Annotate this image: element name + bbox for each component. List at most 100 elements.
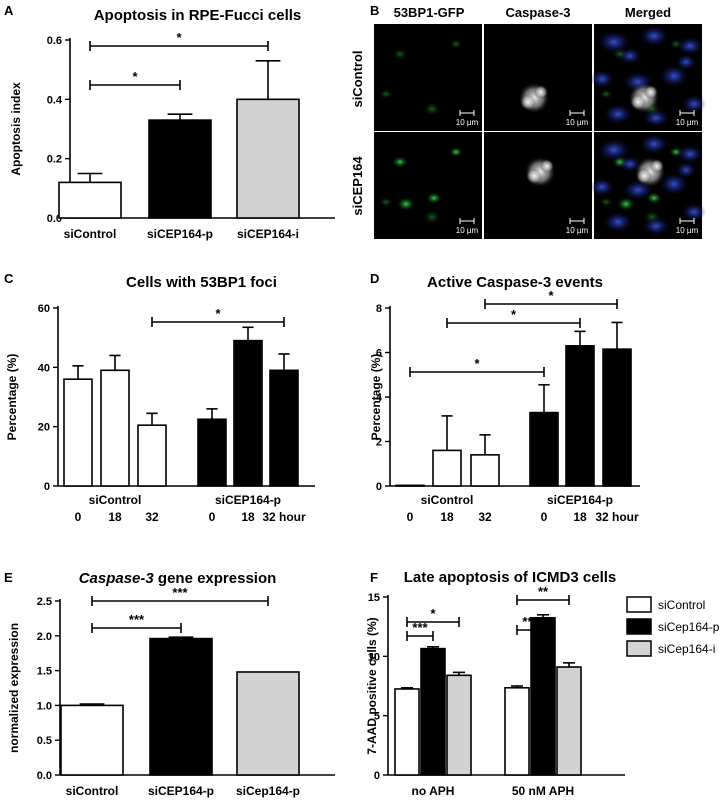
x-tick-label: 32 hour: [595, 510, 639, 524]
nucleus-green: [449, 147, 463, 157]
bar: [446, 674, 472, 776]
nucleus-green: [599, 197, 613, 207]
x-tick-label: 32: [478, 510, 492, 524]
significance-label: *: [176, 30, 182, 45]
bar: [394, 688, 420, 776]
x-tick-label: 0: [75, 510, 82, 524]
y-axis-label: Apoptosis index: [9, 82, 23, 176]
nucleus-blue: [619, 48, 641, 64]
nucleus-blue: [643, 109, 669, 127]
caspase-cluster: [526, 168, 542, 184]
chart-c: Cells with 53BP1 foci 0 20 40 60 Percentage (…: [5, 274, 315, 524]
scale-bar-label: 10 µm: [456, 118, 479, 127]
x-tick-label: 0: [541, 510, 548, 524]
chart-title-rest: gene expression: [154, 570, 277, 587]
legend-label: siControl: [658, 598, 705, 612]
y-axis-label: Percentage (%): [5, 354, 19, 441]
bar: [530, 616, 556, 776]
y-tick-label: 4: [376, 392, 383, 404]
significance-label: *: [430, 606, 436, 621]
significance-label: *: [511, 307, 517, 322]
significance-label: **: [538, 584, 549, 599]
bar: [565, 345, 595, 487]
bar: [63, 378, 93, 487]
nucleus-green: [423, 210, 441, 224]
bar: [149, 637, 213, 776]
nucleus-green: [423, 102, 441, 116]
y-axis-label: normalized expression: [7, 623, 21, 753]
nucleus-blue: [604, 104, 632, 124]
x-tick-label: 0: [407, 510, 414, 524]
nucleus-blue: [676, 54, 696, 70]
y-axis-label: 7-AAD positive cells (%): [365, 617, 379, 754]
bar: [395, 484, 425, 487]
nucleus-green: [392, 156, 408, 168]
group-label: 50 nM APH: [512, 784, 574, 798]
bar: [233, 339, 263, 487]
nucleus-green: [449, 39, 463, 49]
nucleus-blue: [660, 173, 688, 195]
x-tick-label: siCEP164-p: [148, 784, 214, 798]
nucleus-blue: [682, 203, 706, 221]
y-tick-label: 20: [38, 422, 50, 434]
significance-label: ***: [412, 620, 428, 635]
nucleus-green: [426, 192, 442, 204]
significance-label: *: [548, 288, 554, 303]
bar: [269, 369, 299, 487]
bar: [470, 454, 500, 487]
group-label: no APH: [412, 784, 455, 798]
x-tick-label: 18: [241, 510, 255, 524]
scale-bar-label: 10 µm: [676, 226, 699, 235]
x-tick-label: 32: [145, 510, 159, 524]
nucleus-green: [397, 197, 415, 211]
significance-label: ***: [522, 614, 538, 629]
panel-label-a: A: [4, 3, 14, 18]
significance-label: ***: [172, 585, 188, 600]
micro-col-title-caspase: Caspase-3: [505, 5, 570, 20]
microscopy-panel: 53BP1-GFP Caspase-3 Merged siControl siC…: [350, 5, 706, 239]
micro-row-label-sicep164: siCEP164: [350, 156, 365, 216]
y-tick-label: 0.5: [37, 735, 52, 747]
y-tick-label: 0: [44, 481, 50, 493]
chart-d: Active Caspase-3 events 0 2 4 6 8 Percentage (…: [369, 274, 640, 524]
x-tick-label: siControl: [64, 227, 117, 241]
bar: [100, 369, 130, 487]
nucleus-blue: [640, 134, 668, 154]
panel-label-b: B: [370, 3, 379, 18]
y-tick-label: 0.2: [47, 154, 62, 166]
significance-label: *: [474, 356, 480, 371]
y-tick-label: 0: [376, 481, 382, 493]
nucleus-blue: [598, 139, 630, 161]
y-tick-label: 6: [376, 348, 382, 360]
micro-col-title-merged: Merged: [625, 5, 671, 20]
chart-a: Apoptosis in RPE-Fucci cells 0.0 0.2 0.4 0.6…: [9, 7, 335, 241]
y-tick-label: 0.6: [47, 35, 62, 47]
x-tick-label: siCEP164-i: [237, 227, 299, 241]
bar: [148, 119, 212, 219]
y-tick-label: 15: [368, 592, 380, 604]
nucleus-green: [392, 48, 408, 60]
nucleus-blue: [643, 217, 669, 235]
legend-swatch: [626, 596, 652, 613]
group-label: siCEP164-p: [547, 493, 613, 507]
caspase-cluster: [520, 94, 536, 110]
chart-e: Caspase-3 gene expression 0.0 0.5 1.0 1.5 2.0…: [7, 570, 335, 798]
bar: [602, 348, 632, 487]
legend-label: siCep164-p: [658, 620, 720, 634]
chart-title: Apoptosis in RPE-Fucci cells: [94, 7, 302, 24]
panel-label-d: D: [370, 271, 379, 286]
y-tick-label: 1.5: [37, 666, 52, 678]
x-tick-label: 18: [573, 510, 587, 524]
nucleus-blue: [598, 31, 630, 53]
nucleus-green: [379, 197, 393, 207]
group-label: siCEP164-p: [215, 493, 281, 507]
bar: [420, 647, 446, 776]
bar: [556, 666, 582, 776]
y-tick-label: 0.4: [47, 94, 63, 106]
x-tick-label: 18: [108, 510, 122, 524]
x-tick-label: siCep164-p: [236, 784, 300, 798]
caspase-cluster: [644, 85, 658, 99]
y-tick-label: 2.0: [37, 631, 52, 643]
nucleus-blue: [682, 95, 706, 113]
